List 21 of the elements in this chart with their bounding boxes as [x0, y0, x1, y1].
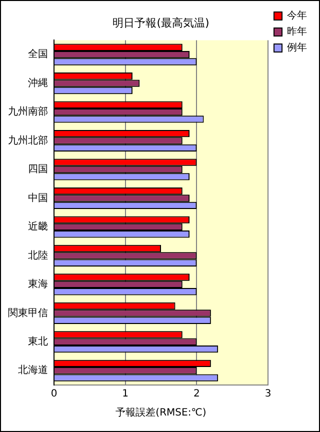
y-tick-label: 中国	[28, 192, 48, 204]
y-tick-label: 九州北部	[8, 134, 48, 146]
legend-label: 今年	[287, 10, 307, 22]
x-axis-title: 予報誤差(RMSE:℃)	[116, 406, 206, 419]
legend-label: 例年	[287, 42, 307, 54]
y-tick-label: 近畿	[28, 220, 48, 233]
y-tick-label: 九州南部	[8, 106, 48, 118]
x-tick-label: 3	[264, 388, 272, 400]
y-tick-label: 北陸	[28, 249, 48, 262]
y-tick-label: 北海道	[18, 364, 48, 376]
y-tick-label: 四国	[28, 164, 48, 176]
x-tick-label: 1	[122, 388, 129, 400]
y-tick-label: 沖縄	[28, 76, 48, 89]
x-tick-label: 0	[50, 388, 58, 400]
x-tick-label: 2	[193, 388, 200, 400]
y-tick-label: 東海	[28, 278, 48, 290]
chart-title: 明日予報(最高気温)	[112, 16, 210, 30]
y-tick-label: 関東甲信	[8, 306, 48, 319]
y-tick-label: 全国	[28, 48, 48, 60]
legend-label: 昨年	[287, 26, 307, 38]
y-tick-label: 東北	[28, 335, 48, 348]
